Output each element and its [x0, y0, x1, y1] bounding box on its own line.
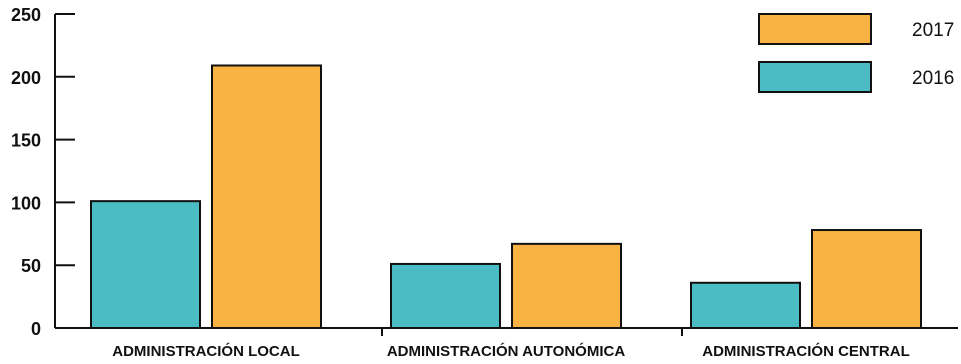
y-tick-label: 150 [11, 131, 41, 151]
bar-2017-0 [211, 64, 322, 329]
y-tick-label: 0 [31, 319, 41, 339]
y-tick-label: 50 [21, 256, 41, 276]
x-axis: ADMINISTRACIÓN LOCAL ADMINISTRACIÓN AUTON… [55, 327, 958, 360]
y-tick-label: 100 [11, 193, 41, 213]
bar-2016-2 [690, 281, 801, 329]
bars [90, 64, 922, 330]
bar-2016-0 [90, 200, 201, 329]
x-category-label: ADMINISTRACIÓN CENTRAL [702, 342, 910, 360]
bar-2017-2 [811, 229, 922, 329]
y-axis: 0 50 100 150 200 250 [11, 5, 75, 339]
y-tick-label: 250 [11, 5, 41, 25]
bar-2017-1 [511, 242, 622, 330]
bar-2016-1 [390, 262, 501, 329]
legend-swatch-2016 [758, 61, 872, 93]
legend-label-2017: 2017 [912, 20, 954, 41]
legend-label-2016: 2016 [912, 68, 954, 89]
y-tick-label: 200 [11, 68, 41, 88]
x-category-label: ADMINISTRACIÓN AUTONÓMICA [387, 342, 625, 360]
x-category-label: ADMINISTRACIÓN LOCAL [112, 342, 300, 360]
legend-swatch-2017 [758, 13, 872, 45]
legend: 2017 2016 [758, 13, 954, 93]
